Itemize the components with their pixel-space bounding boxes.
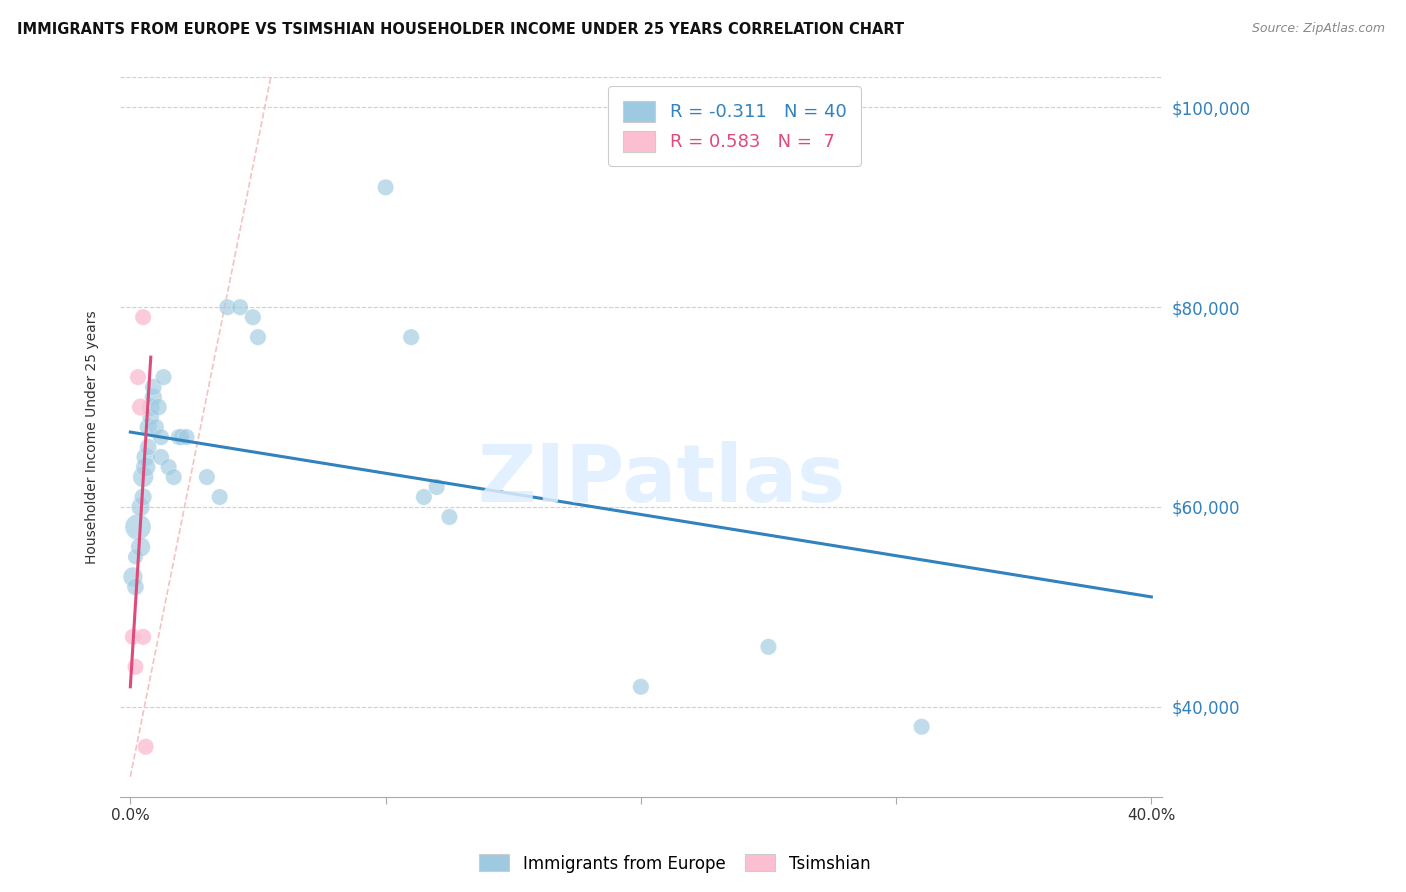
Point [167,430,190,444]
Point [439,510,461,524]
Point [229,300,252,314]
Point [246,330,269,344]
Point [148,400,170,414]
Point [129,400,152,414]
Point [132,310,155,325]
Point [124,549,146,564]
Point [149,450,172,464]
Point [135,460,157,475]
Point [195,470,218,484]
Point [374,180,396,194]
Point [157,460,180,475]
Point [399,330,422,344]
Point [132,470,155,484]
Legend: R = -0.311   N = 40, R = 0.583   N =  7: R = -0.311 N = 40, R = 0.583 N = 7 [609,87,860,166]
Point [242,310,264,325]
Point [149,430,172,444]
Point [122,570,145,584]
Point [910,720,932,734]
Point [124,660,146,674]
Point [122,630,145,644]
Point [217,300,239,314]
Point [412,490,434,504]
Point [145,420,167,434]
Point [135,739,157,754]
Point [758,640,780,654]
Text: IMMIGRANTS FROM EUROPE VS TSIMSHIAN HOUSEHOLDER INCOME UNDER 25 YEARS CORRELATIO: IMMIGRANTS FROM EUROPE VS TSIMSHIAN HOUS… [17,22,904,37]
Point [129,540,152,554]
Point [426,480,449,494]
Point [135,450,157,464]
Point [127,520,149,534]
Legend: Immigrants from Europe, Tsimshian: Immigrants from Europe, Tsimshian [472,847,877,880]
Y-axis label: Householder Income Under 25 years: Householder Income Under 25 years [86,310,100,564]
Point [142,390,165,404]
Point [176,430,198,444]
Point [127,370,149,384]
Point [124,580,146,594]
Text: Source: ZipAtlas.com: Source: ZipAtlas.com [1251,22,1385,36]
Point [129,500,152,514]
Point [142,380,165,394]
Point [630,680,652,694]
Point [163,470,186,484]
Point [136,440,159,454]
Point [136,420,159,434]
Point [152,370,174,384]
Text: ZIPatlas: ZIPatlas [478,442,846,519]
Point [139,410,162,425]
Point [170,430,193,444]
Point [139,400,162,414]
Point [132,630,155,644]
Point [132,490,155,504]
Point [208,490,231,504]
